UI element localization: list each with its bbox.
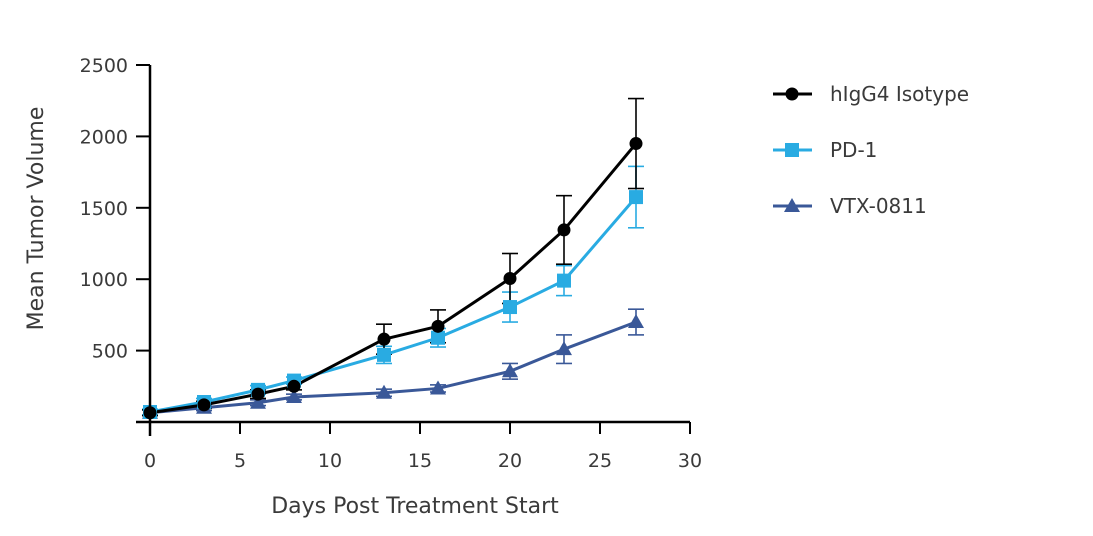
x-tick-label: 5 [234, 450, 246, 472]
data-markers [142, 137, 644, 420]
x-tick-label: 20 [498, 450, 522, 472]
data-point-vtx-0811 [430, 380, 446, 395]
x-tick-label: 15 [408, 450, 432, 472]
y-tick-label: 1500 [80, 198, 128, 220]
y-tick-label: 2500 [80, 55, 128, 77]
axes: 0 5 10 15 20 25 30 500 1000 1500 2000 2500 [80, 55, 702, 472]
legend: hIgG4 Isotype PD-1 VTX-0811 [773, 82, 969, 218]
data-point-pd-1 [503, 300, 517, 315]
data-point-higg4-isotype [629, 137, 643, 151]
x-tick-label: 30 [678, 450, 702, 472]
data-point-pd-1 [629, 190, 643, 205]
legend-label-vtx-0811: VTX-0811 [830, 194, 927, 218]
data-point-higg4-isotype [431, 319, 445, 333]
data-point-higg4-isotype [197, 398, 211, 412]
y-tick-label: 2000 [80, 126, 128, 148]
data-point-higg4-isotype [251, 387, 265, 401]
data-point-vtx-0811 [250, 394, 266, 409]
legend-marker-higg4-isotype [785, 87, 799, 101]
legend-label-higg4-isotype: hIgG4 Isotype [830, 82, 969, 106]
y-axis-title: Mean Tumor Volume [24, 107, 49, 331]
x-tick-label: 10 [318, 450, 342, 472]
data-point-higg4-isotype [557, 223, 571, 237]
legend-marker-pd-1 [785, 143, 799, 157]
y-tick-label: 500 [92, 341, 128, 363]
data-point-pd-1 [377, 347, 391, 362]
x-tick-label: 25 [588, 450, 612, 472]
legend-marker-vtx-0811 [784, 198, 800, 212]
legend-label-pd-1: PD-1 [830, 138, 877, 162]
x-axis-title: Days Post Treatment Start [271, 494, 559, 519]
data-point-vtx-0811 [502, 363, 518, 378]
data-point-pd-1 [431, 330, 445, 345]
data-point-vtx-0811 [556, 341, 572, 356]
data-point-pd-1 [557, 273, 571, 288]
data-point-higg4-isotype [287, 379, 301, 393]
y-tick-label: 1000 [80, 269, 128, 291]
data-point-vtx-0811 [286, 389, 302, 404]
data-point-vtx-0811 [376, 384, 392, 399]
x-tick-label: 0 [144, 450, 156, 472]
data-point-vtx-0811 [628, 314, 644, 329]
data-point-higg4-isotype [377, 332, 391, 346]
error-bars [142, 97, 644, 417]
data-point-higg4-isotype [503, 271, 517, 285]
